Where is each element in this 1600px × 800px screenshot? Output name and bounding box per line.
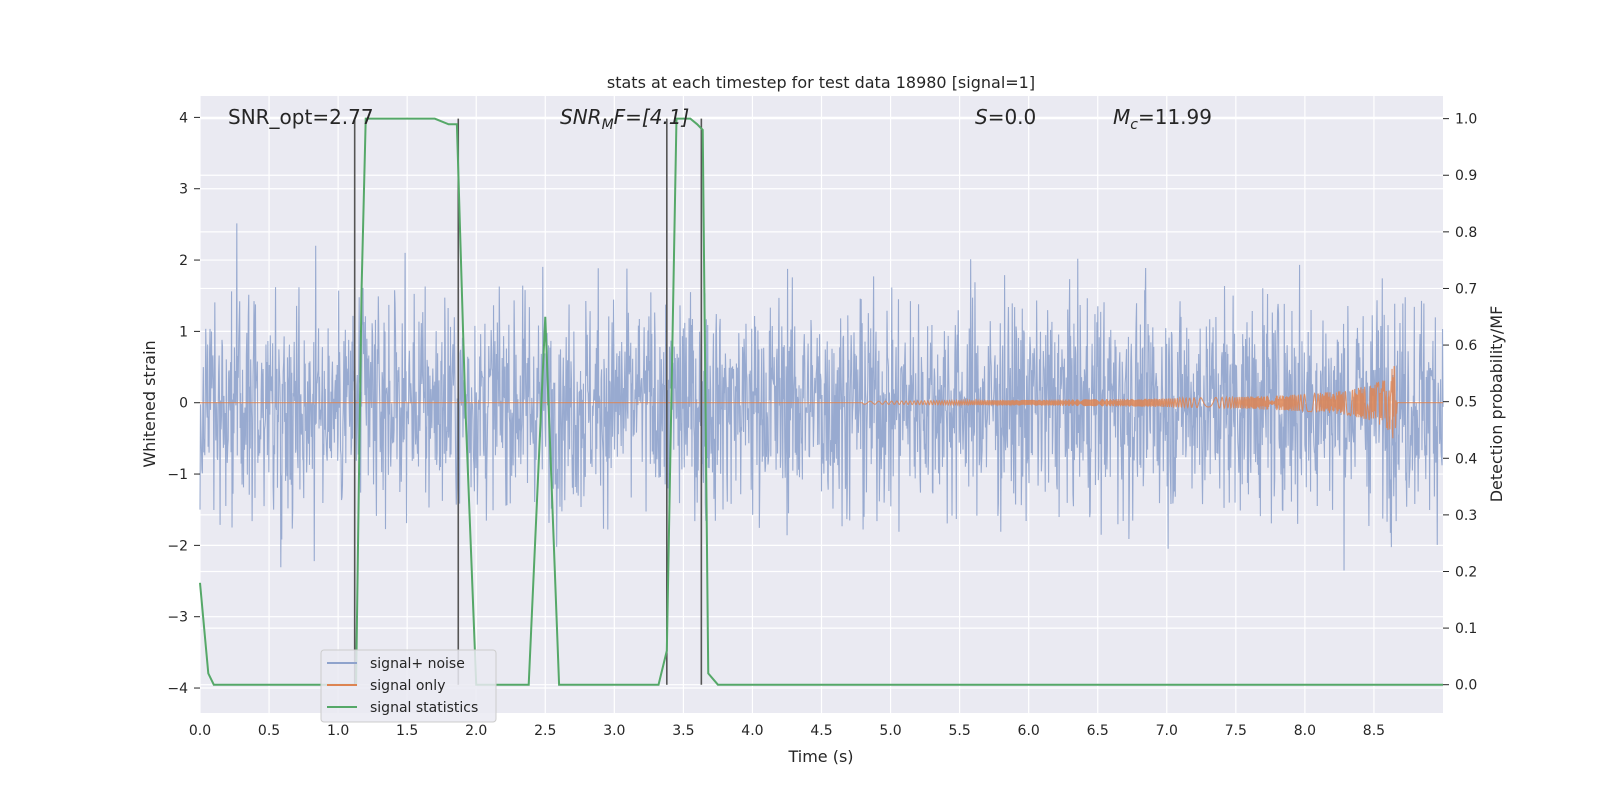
y-tick-label: 4 bbox=[179, 110, 188, 126]
y-tick-label: −1 bbox=[167, 467, 188, 483]
annotation-snr-mf-rest: F=[4.1] bbox=[614, 105, 690, 129]
signal-only-trace bbox=[200, 366, 1443, 439]
annotation-mc-rest: =11.99 bbox=[1138, 105, 1212, 129]
annotation-snr-mf-sub: M bbox=[602, 117, 614, 133]
y-tick-label: 3 bbox=[179, 182, 188, 198]
x-tick-label: 2.5 bbox=[534, 723, 556, 739]
x-tick-label: 2.0 bbox=[465, 723, 487, 739]
y-tick-label: −2 bbox=[167, 538, 188, 554]
x-tick-label: 0.0 bbox=[189, 723, 211, 739]
x-tick-label: 4.5 bbox=[810, 723, 832, 739]
y-tick-label: −4 bbox=[167, 681, 188, 697]
x-tick-label: 3.0 bbox=[603, 723, 625, 739]
y2-tick-label: 1.0 bbox=[1455, 112, 1477, 128]
x-axis-label: Time (s) bbox=[787, 747, 853, 766]
annotation-mc: Mc=11.99 bbox=[1113, 105, 1212, 133]
annotation-mc-sub: c bbox=[1130, 117, 1138, 133]
legend-label-stats: signal statistics bbox=[370, 700, 478, 716]
y2-axis-label: Detection probability/MF bbox=[1487, 306, 1506, 503]
y2-tick-label: 0.1 bbox=[1455, 621, 1477, 637]
y2-tick-label: 0.3 bbox=[1455, 508, 1477, 524]
y-axis-ticks: 4 3 2 1 0 −1 −2 −3 −4 bbox=[167, 110, 200, 697]
y-tick-label: 0 bbox=[179, 396, 188, 412]
x-tick-label: 5.0 bbox=[879, 723, 901, 739]
noise-trace bbox=[199, 223, 1444, 571]
annotation-snr-opt: SNR_opt=2.77 bbox=[228, 105, 374, 129]
y2-tick-label: 0.9 bbox=[1455, 168, 1477, 184]
x-tick-label: 8.5 bbox=[1363, 723, 1385, 739]
y2-tick-label: 0.4 bbox=[1455, 451, 1477, 467]
y2-tick-label: 0.5 bbox=[1455, 395, 1477, 411]
legend-box bbox=[320, 649, 497, 723]
x-tick-label: 5.5 bbox=[948, 723, 970, 739]
x-tick-label: 0.5 bbox=[258, 723, 280, 739]
y2-tick-label: 0.0 bbox=[1455, 678, 1477, 694]
y-tick-label: 1 bbox=[179, 324, 188, 340]
x-tick-label: 6.5 bbox=[1087, 723, 1109, 739]
series-signal-only bbox=[200, 366, 1443, 439]
annotation-s-rest: =0.0 bbox=[988, 105, 1037, 129]
x-tick-label: 8.0 bbox=[1294, 723, 1316, 739]
vertical-markers bbox=[353, 118, 703, 685]
annotation-mc-base: M bbox=[1113, 105, 1130, 129]
annotation-s: S=0.0 bbox=[975, 105, 1036, 129]
y2-tick-label: 0.6 bbox=[1455, 338, 1477, 354]
series-signal-plus-noise bbox=[199, 223, 1444, 571]
x-tick-label: 7.5 bbox=[1225, 723, 1247, 739]
legend-label-noise: signal+ noise bbox=[370, 656, 465, 672]
chart-title: stats at each timestep for test data 189… bbox=[607, 73, 1035, 92]
x-tick-label: 4.0 bbox=[741, 723, 763, 739]
legend-label-signal: signal only bbox=[370, 678, 445, 694]
y-axis-label: Whitened strain bbox=[140, 340, 159, 467]
y2-tick-label: 0.2 bbox=[1455, 564, 1477, 580]
x-tick-label: 3.5 bbox=[672, 723, 694, 739]
x-tick-label: 1.5 bbox=[396, 723, 418, 739]
y2-tick-label: 0.8 bbox=[1455, 225, 1477, 241]
y-tick-label: −3 bbox=[167, 610, 188, 626]
x-axis-ticks: 0.0 0.5 1.0 1.5 2.0 2.5 3.0 3.5 4.0 4.5 5.0 5.5 6.0 6… bbox=[189, 723, 1385, 739]
annotation-snr-mf: SNRMF=[4.1] bbox=[560, 105, 689, 133]
y-tick-label: 2 bbox=[179, 253, 188, 269]
annotation-s-base: S bbox=[975, 105, 988, 129]
y2-tick-label: 0.7 bbox=[1455, 281, 1477, 297]
legend: signal+ noise signal only signal statist… bbox=[320, 649, 497, 723]
x-tick-label: 6.0 bbox=[1018, 723, 1040, 739]
y2-axis-ticks: 1.0 0.9 0.8 0.7 0.6 0.5 0.4 0.3 0.2 0.1 0.0 bbox=[1443, 112, 1477, 694]
annotation-snr-mf-base: SNR bbox=[560, 105, 602, 129]
x-tick-label: 7.0 bbox=[1156, 723, 1178, 739]
x-tick-label: 1.0 bbox=[327, 723, 349, 739]
